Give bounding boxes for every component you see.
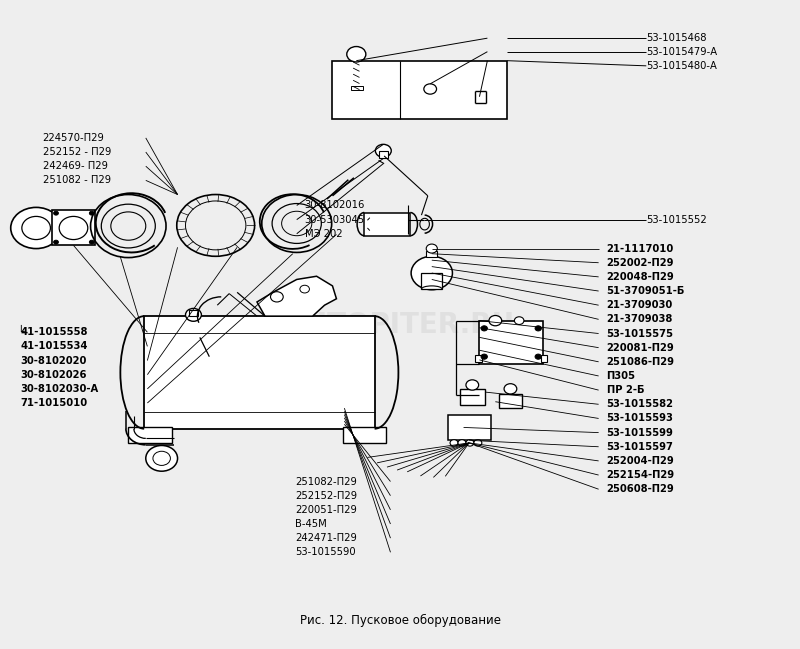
Text: 21-3709030: 21-3709030 xyxy=(606,300,673,310)
Circle shape xyxy=(535,354,542,360)
Circle shape xyxy=(481,354,487,360)
Text: 220051-П29: 220051-П29 xyxy=(295,505,357,515)
Circle shape xyxy=(146,445,178,471)
Text: 21-3709038: 21-3709038 xyxy=(606,314,673,324)
Bar xyxy=(422,273,442,289)
Bar xyxy=(343,428,386,443)
Text: 250608-П29: 250608-П29 xyxy=(606,484,674,495)
Text: 251082-П29: 251082-П29 xyxy=(295,476,357,487)
Text: 53-1015599: 53-1015599 xyxy=(606,428,674,437)
Circle shape xyxy=(375,144,391,157)
Text: 251082 - П29: 251082 - П29 xyxy=(42,175,110,186)
Bar xyxy=(426,251,438,257)
Text: 30-8102020: 30-8102020 xyxy=(20,356,86,365)
Text: 53-1015597: 53-1015597 xyxy=(606,442,674,452)
Text: 53-1015468: 53-1015468 xyxy=(646,33,706,43)
Text: ПР 2-Б: ПР 2-Б xyxy=(606,385,644,395)
Text: Рис. 12. Пусковое оборудование: Рис. 12. Пусковое оборудование xyxy=(299,614,501,627)
Circle shape xyxy=(504,384,517,394)
Text: 53-1015552: 53-1015552 xyxy=(646,215,707,225)
Circle shape xyxy=(90,212,94,215)
Bar xyxy=(350,86,362,90)
Text: AUTOPITER.RU: AUTOPITER.RU xyxy=(285,310,515,339)
Text: МЭ 202: МЭ 202 xyxy=(305,229,342,239)
Text: 41-1015534: 41-1015534 xyxy=(20,341,88,351)
Circle shape xyxy=(489,315,502,326)
Text: 252152 - П29: 252152 - П29 xyxy=(42,147,111,157)
Text: 51-3709051-Б: 51-3709051-Б xyxy=(606,286,685,296)
Text: 252152-П29: 252152-П29 xyxy=(295,491,358,500)
Bar xyxy=(144,316,374,429)
Text: 242469- П29: 242469- П29 xyxy=(42,161,107,171)
Circle shape xyxy=(59,216,88,239)
Bar xyxy=(448,415,491,440)
Circle shape xyxy=(450,439,458,446)
Bar xyxy=(333,61,507,119)
Text: 53-1015582: 53-1015582 xyxy=(606,399,674,410)
Text: 53-1015575: 53-1015575 xyxy=(606,328,674,339)
Text: 252002-П29: 252002-П29 xyxy=(606,258,674,268)
Bar xyxy=(52,210,95,245)
Circle shape xyxy=(466,439,474,446)
Circle shape xyxy=(346,47,366,62)
Circle shape xyxy=(300,286,310,293)
Circle shape xyxy=(474,439,482,446)
Circle shape xyxy=(270,291,283,302)
Text: 220048-П29: 220048-П29 xyxy=(606,272,674,282)
Circle shape xyxy=(186,308,202,321)
Circle shape xyxy=(424,84,437,94)
Circle shape xyxy=(90,240,94,244)
Text: 30-8102016: 30-8102016 xyxy=(305,201,365,210)
Text: 224570-П29: 224570-П29 xyxy=(42,133,104,143)
Bar xyxy=(378,151,388,158)
Circle shape xyxy=(10,208,62,249)
Circle shape xyxy=(54,212,58,215)
Text: 53-1015479-А: 53-1015479-А xyxy=(646,47,718,56)
Polygon shape xyxy=(257,276,337,316)
Bar xyxy=(459,389,485,405)
Circle shape xyxy=(54,240,58,244)
Circle shape xyxy=(22,216,50,239)
Circle shape xyxy=(481,326,487,331)
Text: 41-1015558: 41-1015558 xyxy=(20,327,88,337)
Bar xyxy=(499,394,522,408)
Text: 21-1117010: 21-1117010 xyxy=(606,243,674,254)
Text: 242471-П29: 242471-П29 xyxy=(295,533,357,543)
Bar xyxy=(479,321,543,364)
Text: П305: П305 xyxy=(606,371,635,381)
Text: 30-8102030-А: 30-8102030-А xyxy=(20,384,98,394)
Text: 71-1015010: 71-1015010 xyxy=(20,398,87,408)
Text: 220081-П29: 220081-П29 xyxy=(606,343,674,352)
Text: 251086-П29: 251086-П29 xyxy=(606,357,674,367)
Text: В-45М: В-45М xyxy=(295,519,327,529)
Text: 30-8102026: 30-8102026 xyxy=(20,370,86,380)
Text: 252154-П29: 252154-П29 xyxy=(606,470,674,480)
Bar xyxy=(541,355,547,362)
Text: └: └ xyxy=(17,327,24,337)
Circle shape xyxy=(535,326,542,331)
Text: 53-1015593: 53-1015593 xyxy=(606,413,674,423)
Text: 53-1015590: 53-1015590 xyxy=(295,547,356,557)
Text: 30-5303045: 30-5303045 xyxy=(305,215,365,225)
Circle shape xyxy=(458,439,466,446)
Circle shape xyxy=(411,256,453,289)
Circle shape xyxy=(153,451,170,465)
Bar xyxy=(189,310,198,316)
Circle shape xyxy=(426,244,438,253)
Text: 53-1015480-А: 53-1015480-А xyxy=(646,61,717,71)
Bar xyxy=(475,355,482,362)
Bar xyxy=(364,212,410,236)
Bar xyxy=(128,428,172,443)
Text: 252004-П29: 252004-П29 xyxy=(606,456,674,466)
Circle shape xyxy=(466,380,478,390)
Circle shape xyxy=(514,317,524,324)
